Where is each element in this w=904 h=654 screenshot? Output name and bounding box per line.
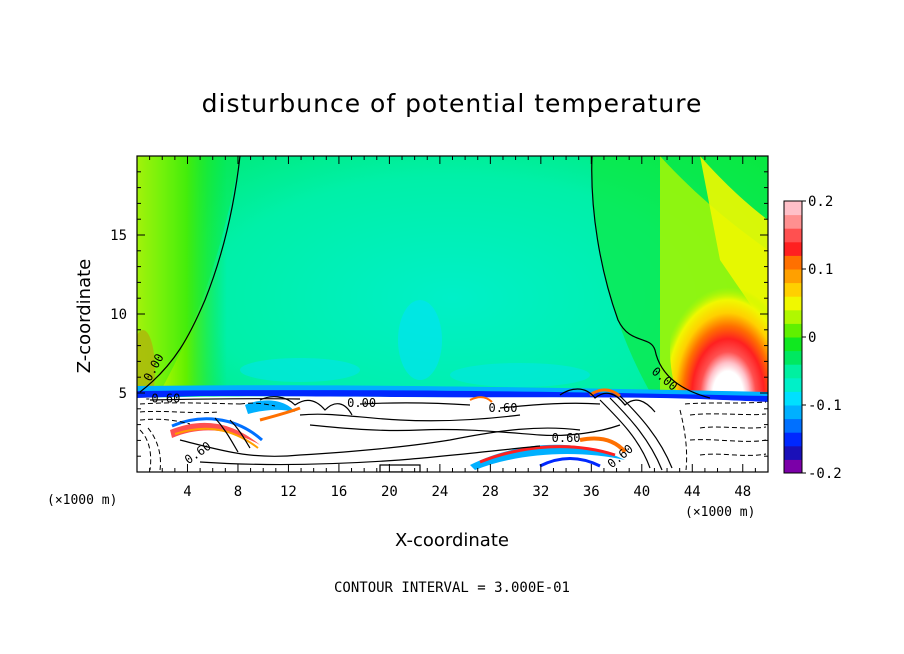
x-tick-label: 32: [532, 484, 549, 500]
colorbar-swatch: [784, 405, 802, 420]
x-tick-label: 36: [583, 484, 600, 500]
colorbar-swatch: [784, 241, 802, 256]
contour-line: [199, 445, 541, 466]
contour-dashed-line: [684, 401, 767, 405]
contour-line: [179, 427, 581, 457]
cool-streak: [539, 457, 601, 468]
warm-streak: [479, 445, 616, 464]
y-axis-title: Z-coordinate: [74, 259, 95, 374]
x-tick-label: 16: [330, 484, 347, 500]
colorbar-swatch: [784, 269, 802, 284]
x-unit-left: (×1000 m): [47, 493, 117, 508]
warm-streak: [174, 427, 259, 449]
x-tick-label: 20: [381, 484, 398, 500]
contour-line: [619, 395, 673, 469]
contour-line: [309, 424, 621, 436]
cool-patch: [398, 300, 442, 380]
colorbar-swatch: [784, 391, 802, 406]
colorbar-swatch: [784, 323, 802, 338]
y-tick-label: 15: [110, 228, 127, 244]
contour-zero-right: [591, 156, 711, 399]
colorbar-swatch: [784, 309, 802, 324]
contour-line: [299, 413, 521, 422]
contour-dashed-line: [239, 402, 276, 407]
contour-dashed-line: [699, 426, 767, 429]
colorbar-swatch: [784, 350, 802, 365]
x-tick-label: 4: [183, 484, 191, 500]
x-tick-label: 48: [734, 484, 751, 500]
warm-streak: [170, 422, 260, 445]
contour-line: [599, 399, 651, 469]
chart-title: disturbunce of potential temperature: [202, 89, 703, 118]
left-green-zone: [137, 156, 240, 392]
plot-field: 0.00 0.00-0.60 0.00 0.600.600.60 0.60: [137, 156, 768, 472]
colorbar-swatch: [784, 459, 802, 474]
contour-line: [214, 417, 239, 453]
colorbar-swatch: [784, 364, 802, 379]
contour-boundary: [149, 397, 601, 409]
contour-line: [559, 388, 656, 413]
contour-dashed-line: [147, 427, 161, 471]
contour-dashed-line: [699, 453, 767, 456]
x-axis-title: X-coordinate: [395, 530, 509, 551]
contour-line: [609, 397, 663, 471]
contour-value-label: 0.60: [552, 431, 581, 445]
colorbar-swatch: [784, 445, 802, 460]
x-tick-label: 40: [633, 484, 650, 500]
colorbar-swatch: [784, 337, 802, 352]
colorbar-tick-label: 0.2: [808, 194, 833, 210]
x-tick-label: 24: [431, 484, 448, 500]
colorbar-swatch: [784, 296, 802, 311]
contour-dashed: [139, 401, 767, 471]
y-tick-label: 10: [110, 307, 127, 323]
colorbar-tick-label: 0.1: [808, 262, 833, 278]
y-tick-label: 5: [119, 386, 127, 402]
colorbar-swatch: [784, 255, 802, 270]
contour-lines: [139, 156, 711, 472]
colorbar-swatch: [784, 214, 802, 229]
colorbar-swatch: [784, 201, 802, 216]
contour-zero-left: [139, 156, 241, 393]
contour-value-label: 0.00: [347, 396, 376, 410]
contour-line: [229, 419, 251, 449]
x-tick-label: 28: [482, 484, 499, 500]
colorbar-swatch: [784, 228, 802, 243]
contour-line: [379, 464, 421, 472]
contour-value-label: -0.60: [144, 391, 180, 405]
warm-streak: [259, 406, 301, 422]
x-unit-right: (×1000 m): [685, 505, 755, 520]
contour-dashed-line: [139, 410, 221, 414]
cool-patch: [450, 363, 590, 387]
cool-streak: [470, 444, 625, 470]
colorbar-swatch: [784, 432, 802, 447]
warm-streak: [589, 388, 621, 398]
colorbar: 0.2 0.1 0 -0.1 -0.2: [783, 194, 842, 482]
x-tick-label: 12: [280, 484, 297, 500]
x-tick-label: 44: [684, 484, 701, 500]
x-tick-label: 8: [234, 484, 242, 500]
colorbar-swatch: [784, 377, 802, 392]
contour-value-label: 0.60: [489, 401, 518, 415]
colorbar-swatch: [784, 282, 802, 297]
contour-dashed-line: [139, 429, 152, 471]
contour-dashed-line: [139, 402, 241, 405]
cool-patch: [240, 358, 360, 382]
colorbar-swatch: [784, 418, 802, 433]
cool-streak: [171, 417, 263, 442]
inversion-stripe-light: [137, 385, 768, 396]
colorbar-tick-label: 0: [808, 330, 816, 346]
contour-interval-note: CONTOUR INTERVAL = 3.000E-01: [334, 580, 570, 596]
colorbar-tick-label: -0.1: [808, 398, 842, 414]
warm-streak: [469, 396, 493, 403]
warm-streak: [579, 436, 627, 454]
contour-line: [259, 396, 353, 416]
colorbar-tick-label: -0.2: [808, 466, 842, 482]
contour-dashed-line: [139, 418, 191, 425]
